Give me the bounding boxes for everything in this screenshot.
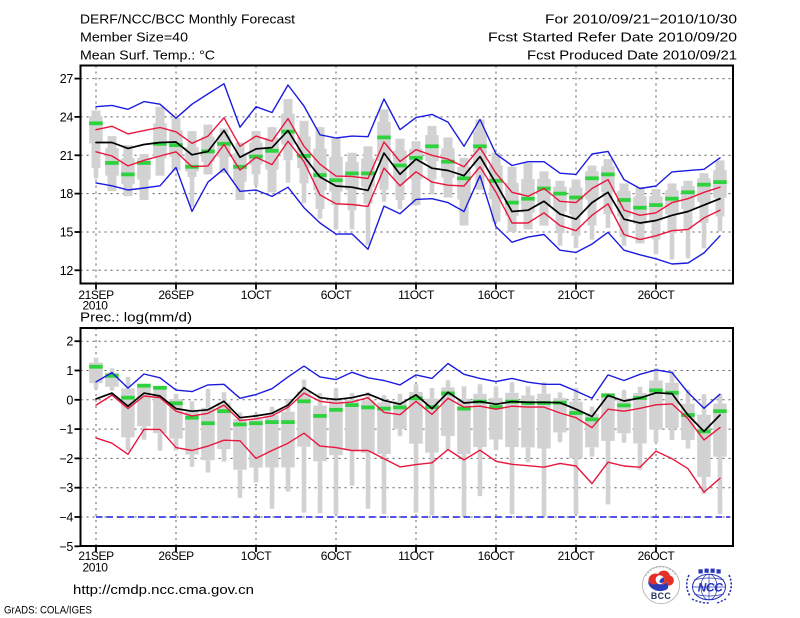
svg-text:12: 12 bbox=[60, 264, 74, 278]
svg-text:For 2010/09/21−2010/10/30: For 2010/09/21−2010/10/30 bbox=[545, 12, 737, 27]
svg-text:21: 21 bbox=[60, 149, 74, 163]
svg-text:2010: 2010 bbox=[82, 299, 108, 313]
svg-text:6OCT: 6OCT bbox=[321, 288, 352, 302]
svg-text:26SEP: 26SEP bbox=[158, 549, 194, 563]
svg-text:26OCT: 26OCT bbox=[638, 549, 676, 563]
svg-text:26SEP: 26SEP bbox=[158, 288, 194, 302]
svg-text:Mean Surf. Temp.: °C: Mean Surf. Temp.: °C bbox=[80, 48, 215, 63]
svg-text:0: 0 bbox=[66, 393, 73, 407]
svg-text:26OCT: 26OCT bbox=[638, 288, 676, 302]
svg-text:−3: −3 bbox=[59, 481, 73, 495]
svg-text:11OCT: 11OCT bbox=[398, 549, 435, 563]
svg-text:15: 15 bbox=[60, 225, 74, 239]
svg-text:16OCT: 16OCT bbox=[478, 288, 516, 302]
svg-text:DERF/NCC/BCC Monthly Forecast: DERF/NCC/BCC Monthly Forecast bbox=[80, 12, 295, 27]
svg-text:Prec.: log(mm/d): Prec.: log(mm/d) bbox=[80, 310, 192, 325]
svg-text:−5: −5 bbox=[59, 540, 73, 554]
svg-text:−4: −4 bbox=[59, 511, 73, 525]
svg-text:BCC: BCC bbox=[651, 591, 672, 601]
svg-text:2010: 2010 bbox=[82, 561, 108, 575]
svg-text:27: 27 bbox=[60, 72, 74, 86]
svg-text:1OCT: 1OCT bbox=[241, 288, 272, 302]
svg-text:Fcst Started Refer Date 2010/0: Fcst Started Refer Date 2010/09/20 bbox=[488, 30, 737, 45]
svg-text:−1: −1 bbox=[59, 423, 73, 437]
svg-text:21SEP: 21SEP bbox=[78, 288, 114, 302]
svg-text:NCC: NCC bbox=[698, 581, 723, 595]
svg-text:GrADS: COLA/IGES: GrADS: COLA/IGES bbox=[4, 605, 92, 617]
svg-text:16OCT: 16OCT bbox=[478, 549, 516, 563]
svg-text:24: 24 bbox=[60, 110, 74, 124]
svg-text:6OCT: 6OCT bbox=[321, 549, 352, 563]
svg-text:1OCT: 1OCT bbox=[241, 549, 272, 563]
svg-text:21OCT: 21OCT bbox=[558, 288, 596, 302]
svg-text:21OCT: 21OCT bbox=[558, 549, 596, 563]
svg-text:2: 2 bbox=[66, 335, 73, 349]
svg-text:Fcst Produced Date 2010/09/21: Fcst Produced Date 2010/09/21 bbox=[527, 48, 737, 63]
svg-text:21SEP: 21SEP bbox=[78, 549, 114, 563]
svg-text:http://cmdp.ncc.cma.gov.cn: http://cmdp.ncc.cma.gov.cn bbox=[73, 582, 254, 597]
svg-text:Member Size=40: Member Size=40 bbox=[80, 30, 188, 45]
svg-text:−2: −2 bbox=[59, 452, 73, 466]
svg-text:18: 18 bbox=[60, 187, 74, 201]
svg-text:1: 1 bbox=[66, 364, 73, 378]
svg-text:11OCT: 11OCT bbox=[398, 288, 435, 302]
